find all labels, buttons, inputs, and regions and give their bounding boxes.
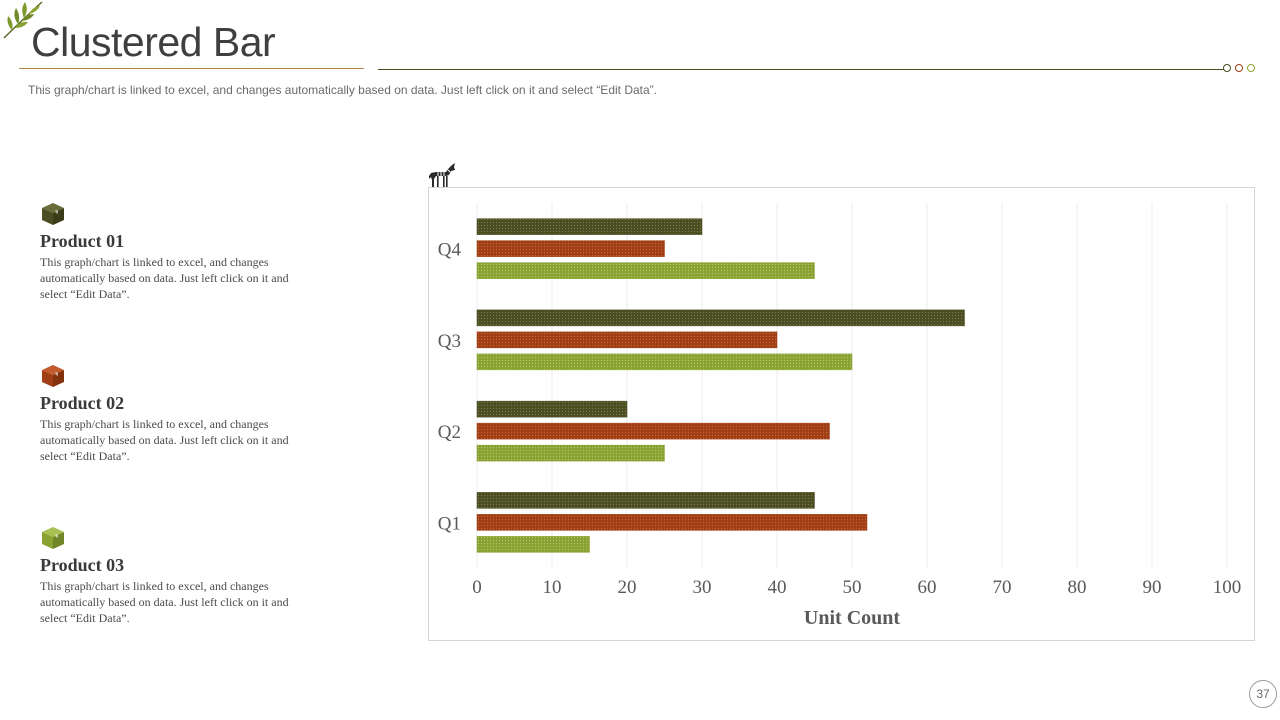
header-dot — [1223, 64, 1231, 72]
product-name: Product 01 — [40, 231, 125, 251]
header-dot — [1247, 64, 1255, 72]
page-title: Clustered Bar — [31, 19, 276, 65]
x-tick-label: 90 — [1143, 577, 1162, 598]
bar-q2-product-2 — [476, 422, 830, 440]
x-tick-label: 30 — [693, 577, 712, 598]
y-category-label: Q3 — [438, 331, 461, 352]
title-underline — [19, 68, 364, 69]
zebra-icon — [429, 163, 455, 187]
bar-q4-product-2 — [476, 240, 665, 257]
y-category-label: Q1 — [438, 513, 461, 534]
x-tick-label: 70 — [993, 577, 1012, 598]
product-description: This graph/chart is linked to excel, and… — [40, 255, 289, 301]
page-number: 37 — [1249, 680, 1277, 708]
product-description: This graph/chart is linked to excel, and… — [40, 417, 289, 463]
product-card-3: Product 03 This graph/chart is linked to… — [40, 525, 330, 626]
x-tick-label: 20 — [618, 577, 637, 598]
x-tick-label: 40 — [768, 577, 787, 598]
bar-q2-product-1 — [476, 400, 628, 418]
bar-q4-product-3 — [476, 262, 815, 279]
bar-q2-product-3 — [476, 444, 665, 462]
x-tick-label: 100 — [1213, 577, 1242, 598]
box-icon — [42, 365, 64, 387]
bar-q4-product-1 — [476, 218, 703, 235]
x-tick-label: 80 — [1068, 577, 1087, 598]
bar-q1-product-2 — [476, 514, 868, 531]
bar-q3-product-1 — [476, 309, 965, 327]
x-tick-label: 10 — [543, 577, 562, 598]
subtitle: This graph/chart is linked to excel, and… — [28, 83, 657, 97]
y-category-label: Q2 — [438, 422, 461, 443]
header-dot — [1235, 64, 1243, 72]
x-tick-label: 0 — [472, 577, 482, 598]
chart-frame: Q1 Q2 Q3 Q4 0 10 20 30 40 50 60 70 80 90 100 Unit Cou… — [428, 187, 1255, 641]
product-name: Product 03 — [40, 555, 125, 575]
header-rule — [378, 69, 1224, 70]
bar-q1-product-1 — [476, 492, 815, 509]
bar-q1-product-3 — [476, 536, 590, 553]
clustered-bar-chart: Q1 Q2 Q3 Q4 0 10 20 30 40 50 60 70 80 90 100 Unit Cou… — [438, 203, 1242, 629]
header-dots — [1223, 64, 1255, 72]
box-icon — [42, 203, 64, 225]
box-icon — [42, 527, 64, 549]
bar-q3-product-2 — [476, 331, 778, 349]
x-tick-label: 50 — [843, 577, 862, 598]
product-card-1: Product 01 This graph/chart is linked to… — [40, 201, 330, 302]
product-card-2: Product 02 This graph/chart is linked to… — [40, 363, 330, 464]
bar-q3-product-3 — [476, 353, 853, 371]
product-description: This graph/chart is linked to excel, and… — [40, 579, 289, 625]
x-axis-title: Unit Count — [804, 607, 900, 629]
leaf-decoration-icon — [3, 1, 43, 39]
product-name: Product 02 — [40, 393, 125, 413]
x-tick-label: 60 — [918, 577, 937, 598]
y-category-label: Q4 — [438, 240, 462, 261]
